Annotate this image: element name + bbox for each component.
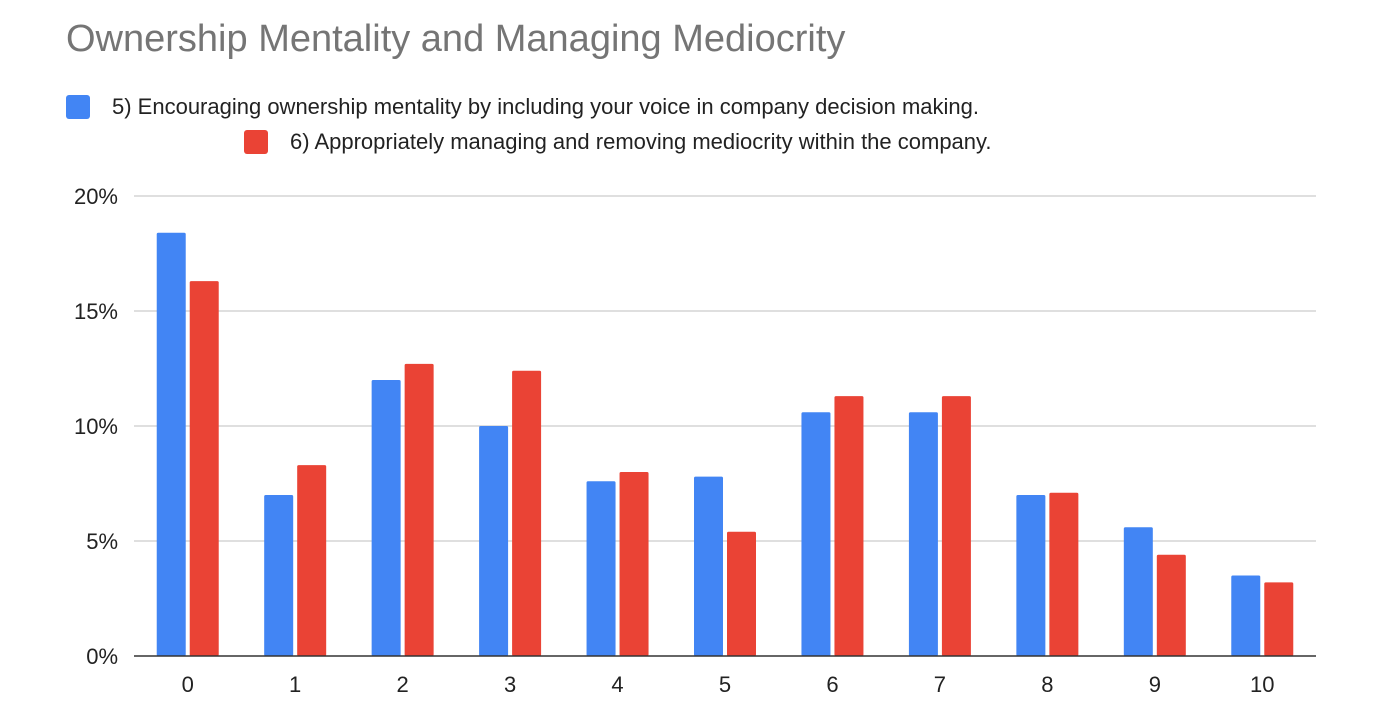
x-tick-label: 3 — [504, 672, 516, 697]
legend-swatch-series-2 — [244, 130, 268, 154]
bar-series-2-cat-1 — [297, 465, 327, 656]
y-tick-label: 10% — [74, 414, 118, 439]
bar-series-2-cat-9 — [1156, 554, 1186, 656]
x-tick-label: 2 — [397, 672, 409, 697]
bar-series-2-cat-5 — [727, 531, 756, 656]
chart-title: Ownership Mentality and Managing Mediocr… — [66, 18, 846, 60]
bar-series-2-cat-4 — [619, 472, 649, 656]
bar-series-1-cat-9 — [1123, 527, 1153, 656]
x-tick-label: 6 — [826, 672, 838, 697]
bar-series-2-cat-2 — [404, 363, 434, 656]
bar-series-1-cat-4 — [586, 481, 616, 656]
bar-series-1-cat-0 — [156, 232, 186, 657]
x-tick-label: 1 — [289, 672, 301, 697]
y-tick-label: 0% — [86, 644, 118, 669]
x-tick-label: 4 — [611, 672, 623, 697]
y-tick-label: 15% — [74, 299, 118, 324]
legend-swatch-series-1 — [66, 95, 90, 119]
bar-series-1-cat-8 — [1016, 495, 1046, 656]
x-tick-label: 5 — [719, 672, 731, 697]
bar-series-2-cat-7 — [941, 396, 971, 656]
legend-label-series-1: 5) Encouraging ownership mentality by in… — [112, 94, 980, 119]
bar-series-2-cat-10 — [1264, 582, 1294, 656]
x-tick-label: 7 — [934, 672, 946, 697]
bar-series-2-cat-0 — [189, 281, 219, 656]
bar-series-1-cat-3 — [479, 426, 509, 656]
legend-item-series-2: 6) Appropriately managing and removing m… — [244, 129, 992, 155]
x-tick-label: 9 — [1149, 672, 1161, 697]
x-tick-label: 8 — [1041, 672, 1053, 697]
legend-label-series-2: 6) Appropriately managing and removing m… — [290, 129, 992, 154]
bar-series-1-cat-10 — [1231, 575, 1261, 656]
bar-series-1-cat-7 — [908, 412, 938, 656]
x-tick-label: 10 — [1250, 672, 1274, 697]
bar-series-1-cat-2 — [371, 380, 401, 656]
x-tick-label: 0 — [182, 672, 194, 697]
y-tick-label: 5% — [86, 529, 118, 554]
y-tick-label: 20% — [74, 184, 118, 209]
bar-series-2-cat-6 — [834, 396, 864, 656]
bar-series-1-cat-5 — [694, 476, 723, 656]
legend-item-series-1: 5) Encouraging ownership mentality by in… — [66, 94, 979, 120]
bar-series-1-cat-1 — [264, 495, 294, 656]
bar-series-1-cat-6 — [801, 412, 831, 656]
bar-series-2-cat-8 — [1049, 492, 1079, 656]
bar-series-2-cat-3 — [512, 370, 542, 656]
